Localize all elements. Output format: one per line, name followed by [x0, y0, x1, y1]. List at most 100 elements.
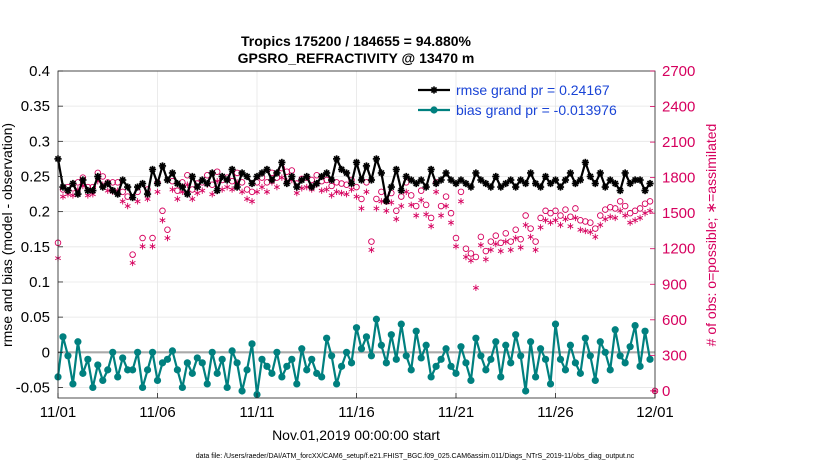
rmse-point: [387, 183, 395, 191]
rmse-point: [477, 176, 485, 184]
obs-assimilated-point: [443, 202, 450, 210]
rmse-point: [581, 158, 589, 167]
obs-possible-point: [427, 214, 435, 222]
legend: rmse grand pr = 0.24167 bias grand pr = …: [418, 82, 617, 118]
y-tick-label: 0.05: [21, 309, 50, 326]
rmse-point: [596, 169, 604, 177]
bias-point: [492, 338, 500, 346]
rmse-point: [397, 186, 405, 195]
obs-possible-point: [557, 212, 564, 219]
obs-possible-point: [552, 207, 559, 215]
y-right-tick-label: 1500: [662, 205, 695, 222]
bias-point: [193, 354, 201, 362]
chart-title-line2: GPSRO_REFRACTIVITY @ 13470 m: [238, 50, 475, 66]
rmse-point: [561, 176, 570, 184]
obs-possible-point: [592, 225, 599, 232]
bias-point: [591, 376, 599, 385]
bias-point: [109, 348, 117, 356]
bias-point: [183, 359, 191, 367]
y-right-tick-label: 900: [662, 276, 687, 293]
bias-point: [467, 376, 475, 385]
bias-point: [129, 366, 137, 374]
bias-point: [606, 366, 614, 374]
obs-assimilated-point: [383, 207, 390, 215]
rmse-point: [104, 179, 112, 188]
rmse-point: [527, 169, 535, 177]
rmse-point: [457, 176, 465, 184]
bias-point: [59, 333, 67, 341]
obs-assimilated-point: [104, 187, 111, 194]
obs-assimilated-point: [532, 246, 539, 254]
y-tick-label: 0.15: [21, 239, 50, 256]
bias-point: [387, 331, 395, 339]
bias-point: [114, 373, 122, 381]
obs-assimilated-point: [428, 223, 435, 230]
obs-possible-point: [358, 195, 365, 203]
obs-assimilated-point: [323, 186, 330, 193]
obs-assimilated-point: [622, 212, 629, 219]
rmse-point: [243, 172, 251, 181]
rmse-point: [188, 172, 196, 181]
bias-point: [94, 361, 102, 369]
bias-point: [517, 352, 525, 360]
bias-point: [104, 366, 112, 374]
bias-point: [641, 327, 649, 335]
obs-possible-point: [611, 205, 619, 212]
obs-assimilated-point: [134, 198, 141, 205]
rmse-point: [367, 176, 376, 184]
obs-possible-point: [447, 209, 455, 217]
bias-point: [158, 359, 167, 367]
rmse-point: [323, 169, 331, 177]
obs-possible-point: [368, 238, 375, 245]
rmse-point: [347, 179, 356, 188]
obs-assimilated-point: [482, 256, 489, 263]
obs-possible-point: [522, 212, 529, 219]
rmse-point: [636, 176, 644, 184]
y-tick-label: 0.3: [29, 133, 50, 150]
rmse-point: [328, 176, 336, 184]
obs-assimilated-point: [632, 217, 639, 224]
bias-point: [427, 373, 435, 381]
obs-possible-point: [457, 188, 465, 196]
y-tick-label: -0.05: [16, 379, 50, 396]
obs-possible-point: [507, 238, 514, 245]
obs-assimilated-point: [467, 257, 474, 264]
obs-possible-point: [487, 238, 495, 245]
obs-possible-point: [467, 250, 475, 257]
bias-point: [502, 341, 510, 349]
y-axis-label-right: # of obs: o=possible; ∗=assimilated: [703, 124, 719, 347]
rmse-point: [606, 176, 614, 184]
obs-assimilated-point: [244, 195, 251, 203]
rmse-point: [452, 179, 460, 188]
bias-point: [308, 355, 316, 363]
obs-possible-point: [636, 205, 644, 212]
obs-assimilated-point: [373, 205, 380, 212]
obs-possible-point: [417, 187, 425, 194]
rmse-point: [153, 179, 162, 188]
rmse-point: [352, 158, 361, 167]
x-tick-label: 11/11: [239, 404, 274, 421]
bias-point: [134, 348, 142, 356]
bias-point: [457, 343, 465, 351]
x-axis: 11/01 11/06 11/11 11/16 11/21 11/26 12/01: [40, 393, 674, 421]
obs-assimilated-point: [353, 193, 360, 200]
bias-point: [243, 366, 251, 374]
rmse-point: [173, 179, 181, 188]
bias-point: [293, 380, 301, 388]
obs-assimilated-point: [438, 212, 445, 219]
rmse-point: [64, 186, 72, 195]
obs-possible-point: [527, 225, 534, 232]
rmse-point: [616, 186, 624, 195]
bias-point: [248, 340, 256, 348]
bias-point: [477, 352, 485, 360]
obs-possible-point: [477, 233, 485, 241]
chart-title-line1: Tropics 175200 / 184655 = 94.880%: [241, 33, 472, 49]
bias-series: [54, 315, 654, 399]
bias-point: [318, 373, 326, 381]
rmse-point: [362, 162, 371, 170]
y-right-tick-label: 2100: [662, 134, 695, 151]
rmse-point: [308, 183, 316, 191]
bias-point: [527, 338, 535, 346]
rmse-point: [193, 183, 201, 191]
obs-assimilated-point: [607, 213, 614, 220]
